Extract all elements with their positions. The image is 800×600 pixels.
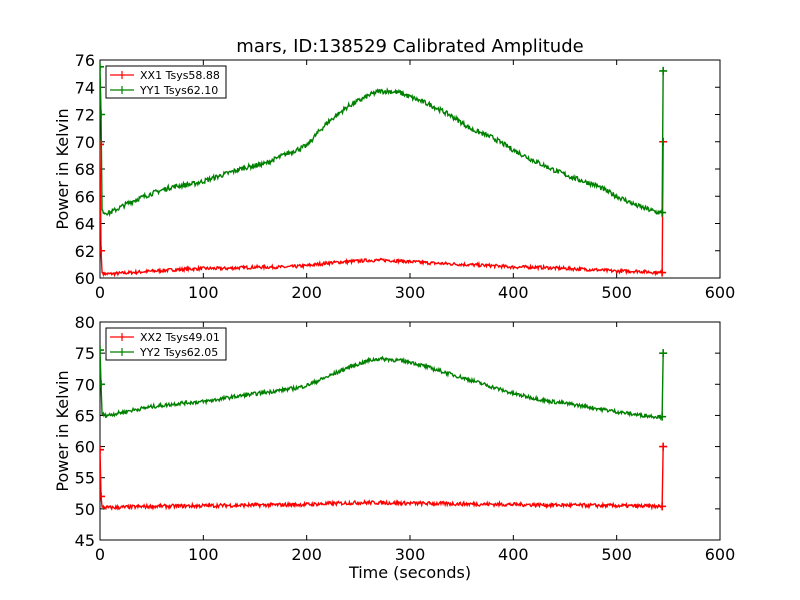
- data-marker: [659, 349, 668, 358]
- y-tick-label: 55: [75, 469, 95, 488]
- x-tick-label: 400: [498, 545, 529, 564]
- series-1: [100, 137, 668, 278]
- series-line: [100, 141, 664, 278]
- data-marker: [100, 445, 104, 454]
- series-line: [100, 446, 664, 511]
- x-tick-label: 400: [498, 283, 529, 302]
- series-1: [100, 442, 668, 511]
- y-tick-label: 80: [75, 313, 95, 332]
- subplot-1: 0 100 200 300 400 500 600 60 62 64 66 68 70 72 74 76 Pow…: [53, 51, 735, 302]
- y-tick-label: 62: [75, 242, 95, 261]
- y-tick-label: 60: [75, 269, 95, 288]
- data-marker: [658, 412, 667, 421]
- data-marker: [658, 208, 667, 217]
- y-tick-label: 70: [75, 133, 95, 152]
- y-axis-label: Power in Kelvin: [53, 108, 72, 229]
- y-tick-label: 72: [75, 106, 95, 125]
- legend-label: XX2 Tsys49.01: [140, 331, 220, 344]
- subplot-2: 0 100 200 300 400 500 600 45 50 55 60 65 70 75 80 Power…: [53, 313, 735, 582]
- data-marker: [100, 380, 106, 389]
- data-marker: [100, 246, 106, 255]
- x-tick-label: 300: [395, 283, 426, 302]
- x-tick-label: 500: [601, 283, 632, 302]
- data-marker: [100, 492, 106, 501]
- x-axis-label: Time (seconds): [348, 563, 471, 582]
- legend-label: YY2 Tsys62.05: [139, 346, 218, 359]
- y-tick-label: 76: [75, 51, 95, 70]
- data-marker: [100, 346, 104, 355]
- x-tick-label: 600: [705, 545, 736, 564]
- data-marker: [100, 110, 106, 119]
- legend-box: [105, 65, 227, 99]
- series-line: [100, 66, 664, 218]
- y-tick-label: 50: [75, 500, 95, 519]
- data-marker: [658, 502, 667, 511]
- legend-label: XX1 Tsys58.88: [140, 69, 220, 82]
- x-tick-label: 600: [705, 283, 736, 302]
- y-tick-label: 75: [75, 344, 95, 363]
- x-tick-label: 100: [188, 545, 219, 564]
- y-tick-label: 70: [75, 375, 95, 394]
- data-marker: [658, 268, 667, 277]
- y-tick-label: 45: [75, 531, 95, 550]
- y-axis-label: Power in Kelvin: [53, 370, 72, 491]
- y-tick-label: 65: [75, 406, 95, 425]
- x-tick-label: 500: [601, 545, 632, 564]
- legend: XX2 Tsys49.01 YY2 Tsys62.05: [105, 327, 227, 361]
- x-tick-label: 0: [95, 545, 105, 564]
- y-tick-label: 66: [75, 187, 95, 206]
- y-tick-label: 68: [75, 160, 95, 179]
- legend-box: [105, 327, 227, 361]
- x-tick-label: 300: [395, 545, 426, 564]
- series-2: [100, 346, 668, 421]
- figure-title: mars, ID:138529 Calibrated Amplitude: [236, 36, 583, 57]
- x-tick-label: 200: [291, 545, 322, 564]
- series-line: [100, 350, 664, 421]
- x-tick-label: 200: [291, 283, 322, 302]
- data-marker: [100, 62, 104, 71]
- y-tick-label: 64: [75, 215, 95, 234]
- series-2: [100, 62, 668, 218]
- x-tick-label: 0: [95, 283, 105, 302]
- data-marker: [100, 140, 104, 149]
- y-tick-label: 74: [75, 78, 95, 97]
- legend: XX1 Tsys58.88 YY1 Tsys62.10: [105, 65, 227, 99]
- data-marker: [659, 442, 668, 451]
- y-tick-label: 60: [75, 438, 95, 457]
- x-tick-label: 100: [188, 283, 219, 302]
- data-marker: [659, 66, 668, 75]
- legend-label: YY1 Tsys62.10: [139, 84, 218, 97]
